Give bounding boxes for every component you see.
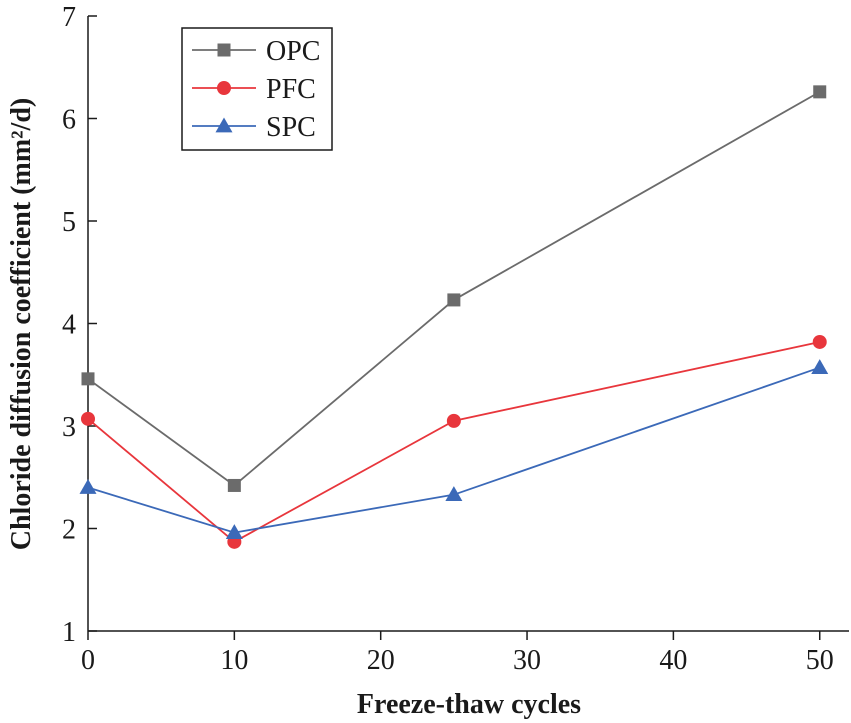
y-tick-label: 2 bbox=[62, 515, 76, 546]
series-line bbox=[87, 366, 821, 534]
x-tick-label: 10 bbox=[220, 645, 248, 676]
data-point bbox=[227, 478, 241, 492]
data-point bbox=[446, 413, 461, 428]
y-tick-label: 4 bbox=[62, 310, 76, 341]
legend-label: SPC bbox=[266, 112, 316, 143]
ticks: 0 10 20 30 40 50 1 2 3 4 5 6 7 bbox=[62, 2, 834, 676]
x-tick-label: 50 bbox=[806, 645, 834, 676]
x-tick-label: 0 bbox=[81, 645, 95, 676]
series-spc bbox=[79, 359, 829, 539]
legend-label: PFC bbox=[266, 74, 316, 105]
legend-marker bbox=[215, 117, 233, 133]
series-line bbox=[87, 341, 820, 543]
y-tick-label: 7 bbox=[62, 2, 76, 33]
legend-item: PFC bbox=[192, 74, 316, 105]
legend-marker bbox=[217, 43, 231, 57]
data-point bbox=[813, 85, 827, 99]
legend-label: OPC bbox=[266, 36, 320, 67]
legend: OPC PFC SPC bbox=[181, 27, 333, 151]
series-opc bbox=[81, 85, 827, 492]
data-point bbox=[445, 486, 463, 502]
legend-item: OPC bbox=[192, 36, 320, 67]
data-point bbox=[81, 372, 95, 386]
y-tick-label: 1 bbox=[62, 617, 76, 648]
legend-box bbox=[181, 27, 333, 151]
data-point bbox=[812, 334, 827, 349]
x-tick-label: 30 bbox=[513, 645, 541, 676]
x-tick-label: 40 bbox=[659, 645, 687, 676]
x-tick-label: 20 bbox=[367, 645, 395, 676]
y-tick-label: 5 bbox=[62, 207, 76, 238]
x-axis-title: Freeze-thaw cycles bbox=[357, 689, 581, 720]
legend-item: SPC bbox=[192, 112, 316, 143]
legend-marker bbox=[217, 81, 231, 95]
data-point bbox=[811, 359, 829, 374]
series-group bbox=[79, 85, 829, 549]
data-point bbox=[81, 411, 95, 426]
y-axis-title: Chloride diffusion coefficient (mm²/d) bbox=[6, 98, 37, 550]
data-point bbox=[225, 524, 243, 539]
series-line bbox=[87, 91, 821, 487]
series-pfc bbox=[81, 334, 827, 549]
data-point bbox=[79, 479, 97, 494]
y-tick-label: 3 bbox=[62, 412, 76, 443]
y-tick-label: 6 bbox=[62, 105, 76, 136]
data-point bbox=[447, 293, 461, 307]
